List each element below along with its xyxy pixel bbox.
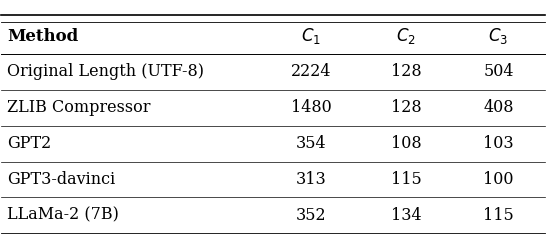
Text: GPT2: GPT2: [7, 135, 51, 152]
Text: LLaMa-2 (7B): LLaMa-2 (7B): [7, 207, 118, 224]
Text: 1480: 1480: [290, 99, 331, 116]
Text: $C_3$: $C_3$: [488, 26, 508, 46]
Text: 408: 408: [483, 99, 514, 116]
Text: 2224: 2224: [291, 63, 331, 80]
Text: 134: 134: [391, 207, 422, 224]
Text: $C_1$: $C_1$: [301, 26, 321, 46]
Text: 128: 128: [391, 63, 422, 80]
Text: $C_2$: $C_2$: [396, 26, 416, 46]
Text: ZLIB Compressor: ZLIB Compressor: [7, 99, 150, 116]
Text: 313: 313: [295, 171, 327, 188]
Text: 100: 100: [483, 171, 514, 188]
Text: 115: 115: [391, 171, 422, 188]
Text: 115: 115: [483, 207, 514, 224]
Text: 352: 352: [296, 207, 327, 224]
Text: 504: 504: [483, 63, 514, 80]
Text: GPT3-davinci: GPT3-davinci: [7, 171, 115, 188]
Text: 128: 128: [391, 99, 422, 116]
Text: Method: Method: [7, 28, 78, 44]
Text: 103: 103: [483, 135, 514, 152]
Text: Original Length (UTF-8): Original Length (UTF-8): [7, 63, 204, 80]
Text: 108: 108: [391, 135, 422, 152]
Text: 354: 354: [296, 135, 327, 152]
